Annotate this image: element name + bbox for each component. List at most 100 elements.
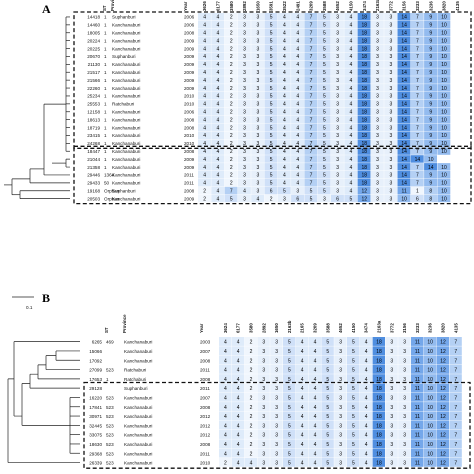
- allele-cell: [411, 383, 424, 393]
- allele-cell: [295, 439, 309, 449]
- allele-value: 4: [224, 358, 227, 364]
- allele-cell: [331, 107, 344, 116]
- allele-cell: [385, 402, 398, 411]
- allele-value: 4: [283, 54, 286, 60]
- allele-value: 4: [217, 196, 220, 202]
- isolate-province: Suphanburi: [112, 15, 136, 20]
- allele-value: 4: [301, 340, 304, 346]
- allele-value: 4: [350, 141, 353, 147]
- allele-cell: [317, 131, 331, 139]
- allele-value: 7: [310, 157, 313, 163]
- allele-value: 3: [243, 78, 246, 84]
- allele-value: 3: [256, 78, 259, 84]
- allele-value: 14: [401, 30, 407, 36]
- allele-value: 5: [323, 173, 326, 179]
- allele-value: 4: [283, 102, 286, 108]
- allele-value: 3: [243, 133, 246, 139]
- allele-value: 5: [288, 358, 291, 364]
- allele-cell: [198, 155, 211, 163]
- isolate-id: 14418: [87, 15, 100, 20]
- allele-value: 5: [352, 423, 355, 429]
- allele-cell: [384, 76, 398, 84]
- allele-cell: [321, 337, 334, 346]
- allele-cell: [372, 337, 385, 346]
- panel-letter-A: A: [42, 2, 51, 16]
- allele-cell: [370, 60, 384, 68]
- locus-header: 2163a: [375, 0, 380, 11]
- allele-value: 14: [401, 157, 407, 163]
- allele-value: 3: [262, 395, 265, 401]
- allele-value: 18: [361, 78, 367, 84]
- allele-cell: [357, 20, 371, 29]
- allele-value: 3: [243, 86, 246, 92]
- allele-cell: [257, 364, 270, 374]
- allele-cell: [251, 20, 265, 29]
- allele-value: 4: [283, 15, 286, 21]
- allele-cell: [257, 374, 270, 384]
- isolate-year: 2010: [184, 94, 195, 99]
- allele-cell: [410, 84, 424, 92]
- locus-header: 3580: [249, 323, 254, 333]
- allele-value: 3: [256, 46, 259, 52]
- isolate-year: 2011: [184, 181, 194, 186]
- allele-cell: [224, 20, 238, 29]
- allele-value: 18: [376, 395, 382, 401]
- allele-cell: [291, 28, 304, 37]
- allele-value: 4: [350, 54, 353, 60]
- allele-value: 4: [301, 442, 304, 448]
- isolate-year: 2009: [184, 70, 195, 75]
- allele-value: 10: [441, 23, 447, 29]
- isolate-id: 14460: [87, 23, 100, 28]
- isolate-year: 2009: [184, 46, 195, 51]
- allele-value: 3: [336, 173, 339, 179]
- allele-value: 14: [401, 38, 407, 44]
- allele-value: 10: [441, 125, 447, 131]
- allele-value: 4: [217, 30, 220, 36]
- allele-value: 4: [250, 461, 253, 467]
- allele-value: 4: [224, 423, 227, 429]
- dendrogram-branch: [45, 355, 80, 370]
- allele-value: 12: [440, 451, 446, 457]
- isolate-id: 30971: [89, 414, 102, 419]
- allele-cell: [231, 374, 245, 384]
- allele-cell: [423, 457, 437, 467]
- allele-value: 3: [376, 109, 379, 115]
- allele-cell: [449, 457, 462, 467]
- allele-cell: [251, 178, 265, 187]
- allele-value: 4: [237, 395, 240, 401]
- allele-cell: [437, 178, 451, 187]
- locus-header: 6177: [215, 1, 220, 11]
- allele-cell: [283, 392, 296, 402]
- allele-value: 3: [403, 433, 406, 439]
- allele-cell: [219, 383, 232, 393]
- isolate-year: 2009: [184, 165, 195, 170]
- allele-value: 4: [217, 181, 220, 187]
- allele-cell: [211, 107, 225, 116]
- allele-cell: [424, 84, 437, 92]
- allele-cell: [211, 115, 225, 124]
- isolate-year: 2008: [184, 30, 195, 35]
- allele-cell: [331, 76, 344, 84]
- allele-cell: [372, 420, 385, 430]
- allele-cell: [291, 92, 304, 100]
- allele-cell: [436, 337, 449, 346]
- allele-value: 7: [416, 38, 419, 44]
- isolate-year: 2009: [184, 38, 195, 43]
- isolate-st: Orphan: [104, 188, 120, 193]
- isolate-st: 523: [106, 442, 114, 447]
- allele-value: 9: [429, 94, 432, 100]
- allele-cell: [344, 139, 358, 147]
- allele-value: 7: [454, 395, 457, 401]
- allele-cell: [264, 194, 278, 203]
- allele-value: 4: [237, 461, 240, 467]
- allele-cell: [317, 28, 331, 37]
- allele-cell: [370, 178, 384, 187]
- allele-value: 18: [361, 173, 367, 179]
- allele-cell: [244, 402, 257, 411]
- allele-cell: [283, 355, 296, 365]
- allele-cell: [264, 76, 278, 84]
- allele-cell: [211, 60, 225, 68]
- allele-value: 4: [224, 414, 227, 420]
- allele-cell: [224, 36, 238, 45]
- allele-cell: [385, 337, 398, 346]
